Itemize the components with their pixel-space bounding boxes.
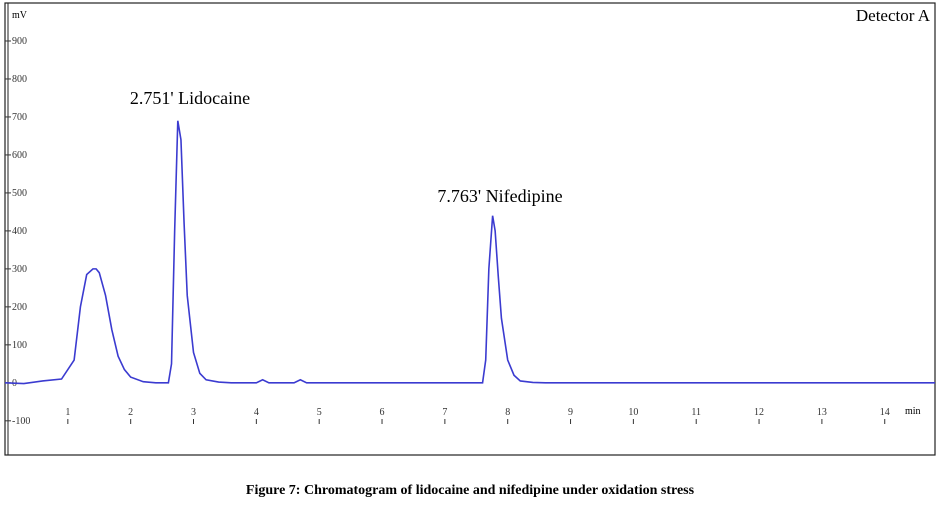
y-tick-label: 700 [12, 112, 27, 123]
x-tick-label: 2 [128, 407, 133, 418]
caption: Figure 7: Chromatogram of lidocaine and … [246, 483, 695, 498]
y-tick-label: 400 [12, 226, 27, 237]
x-tick-label: 1 [65, 407, 70, 418]
y-axis-label: mV [12, 10, 28, 21]
peak-annotation: 7.763' Nifedipine [437, 186, 562, 206]
detector-label: Detector A [856, 6, 931, 25]
x-tick-label: 10 [628, 407, 638, 418]
x-axis-label: min [905, 406, 921, 417]
x-tick-label: 6 [380, 407, 385, 418]
y-tick-label: 300 [12, 264, 27, 275]
x-tick-label: 5 [317, 407, 322, 418]
plot-frame [4, 2, 936, 456]
x-tick-label: 13 [817, 407, 827, 418]
y-tick-label: -100 [12, 416, 30, 427]
peak-annotation: 2.751' Lidocaine [130, 88, 250, 108]
x-tick-label: 8 [505, 407, 510, 418]
y-tick-label: 600 [12, 150, 27, 161]
x-tick-label: 4 [254, 407, 259, 418]
x-tick-label: 12 [754, 407, 764, 418]
x-tick-label: 14 [880, 407, 890, 418]
chromatogram-line [4, 120, 935, 385]
x-tick-label: 9 [568, 407, 573, 418]
y-tick-label: 500 [12, 188, 27, 199]
x-tick-label: 11 [691, 407, 701, 418]
x-tick-label: 7 [442, 407, 447, 418]
y-tick-label: 900 [12, 36, 27, 47]
y-tick-label: 800 [12, 74, 27, 85]
y-tick-label: 100 [12, 340, 27, 351]
y-tick-label: 200 [12, 302, 27, 313]
x-tick-label: 3 [191, 407, 196, 418]
